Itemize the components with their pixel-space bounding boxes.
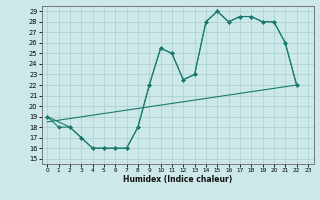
X-axis label: Humidex (Indice chaleur): Humidex (Indice chaleur): [123, 175, 232, 184]
